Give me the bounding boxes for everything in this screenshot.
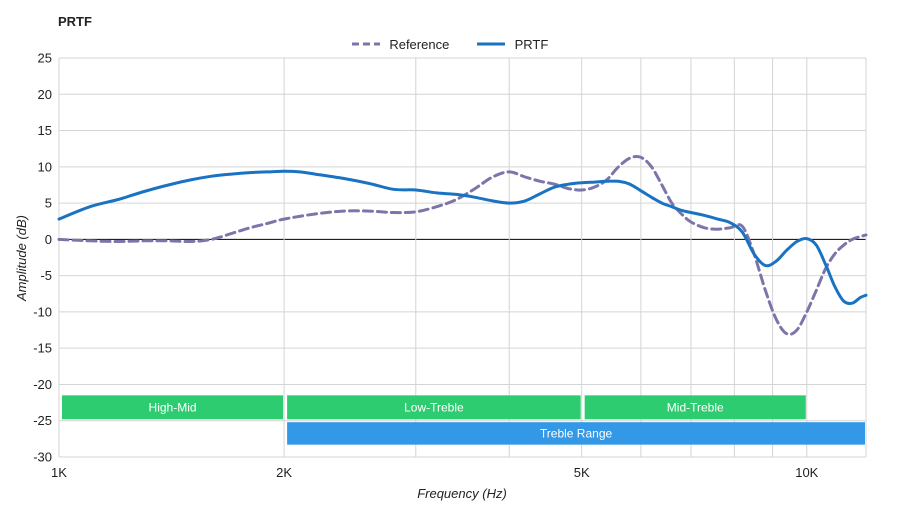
x-tick-label: 5K — [574, 465, 590, 480]
y-tick-label: 0 — [45, 232, 52, 247]
band-label: Treble Range — [540, 426, 613, 440]
y-tick-label: 15 — [38, 123, 52, 138]
band-treble-range — [287, 422, 866, 445]
band-label: Low-Treble — [404, 400, 464, 414]
y-tick-label: -30 — [33, 450, 52, 465]
y-tick-label: 25 — [38, 51, 52, 66]
band-high-mid — [62, 395, 284, 420]
y-tick-label: 10 — [38, 159, 52, 174]
legend: Reference PRTF — [0, 35, 900, 52]
y-tick-label: -5 — [40, 268, 52, 283]
band-mid-treble — [584, 395, 806, 420]
x-axis-label: Frequency (Hz) — [417, 486, 507, 501]
y-tick-label: -10 — [33, 304, 52, 319]
legend-label-reference: Reference — [389, 36, 450, 52]
y-tick-label: -25 — [33, 413, 52, 428]
x-tick-label: 10K — [795, 465, 818, 480]
y-tick-label: -20 — [33, 377, 52, 392]
x-tick-label: 2K — [276, 465, 292, 480]
x-tick-label: 1K — [51, 465, 67, 480]
band-low-treble — [287, 395, 581, 420]
y-tick-label: 20 — [38, 87, 52, 102]
series-line-reference — [57, 155, 868, 336]
band-label: Mid-Treble — [667, 400, 724, 414]
chart-title: PRTF — [58, 14, 92, 29]
y-tick-label: -15 — [33, 341, 52, 356]
legend-swatch-reference — [351, 42, 380, 46]
legend-label-prtf: PRTF — [514, 36, 549, 52]
legend-item-prtf[interactable]: PRTF — [476, 36, 549, 52]
legend-swatch-prtf — [476, 42, 505, 46]
band-label: High-Mid — [149, 400, 197, 414]
grid-layer — [58, 57, 867, 458]
frequency-bands: High-Mid Low-Treble Mid-Treble Treble Range — [62, 395, 866, 445]
series-line-prtf — [57, 169, 868, 306]
series-layer — [57, 155, 868, 336]
y-tick-label: 5 — [45, 196, 52, 211]
y-axis-label: Amplitude (dB) — [14, 215, 29, 302]
legend-item-reference[interactable]: Reference — [351, 36, 450, 52]
